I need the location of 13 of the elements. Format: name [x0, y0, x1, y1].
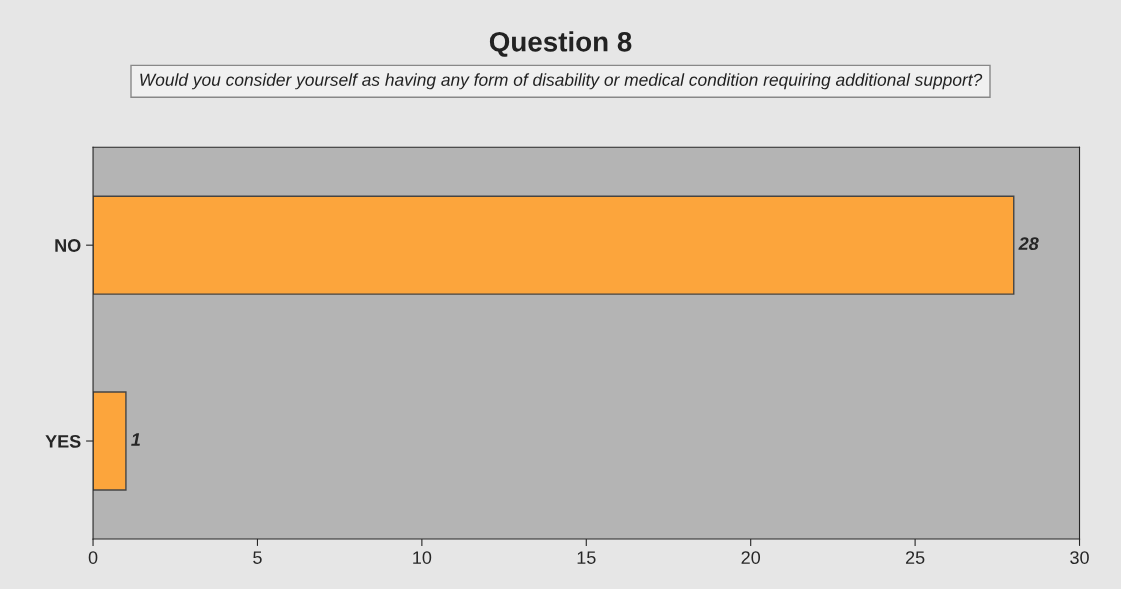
x-tick-label: 25 [905, 551, 925, 564]
data-label: 1 [131, 433, 140, 446]
x-tick-label: 30 [1070, 551, 1089, 564]
y-tick-label: NO [55, 239, 81, 252]
y-tick-label: YES [45, 434, 81, 448]
x-tick-label: 15 [577, 551, 596, 564]
x-tick-label: 5 [253, 551, 262, 564]
data-label: 28 [1018, 237, 1039, 251]
x-tick-label: 0 [88, 551, 98, 564]
chart-title: Question 8 [489, 31, 632, 57]
chart-subtitle: Would you consider yourself as having any form of disability or medical condition requiring additional support? [140, 73, 983, 90]
x-tick-label: 10 [413, 551, 432, 564]
x-tick-label: 20 [741, 551, 761, 564]
